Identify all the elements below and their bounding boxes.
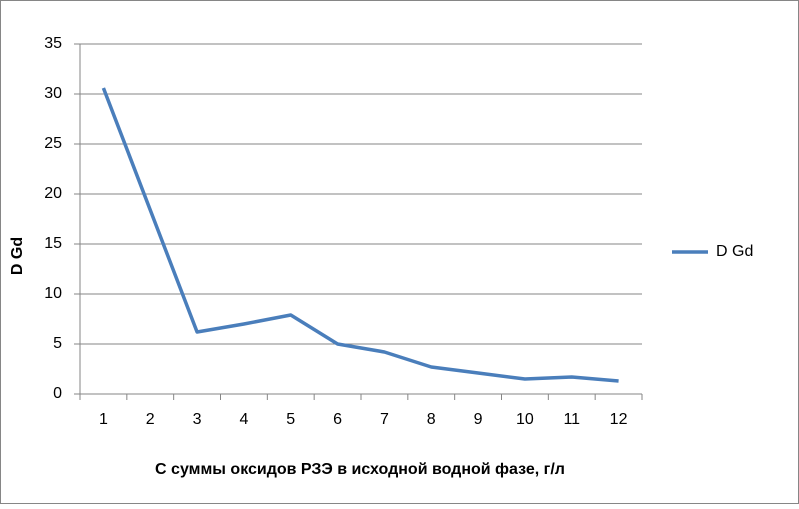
x-tick-label: 1	[99, 411, 108, 428]
x-tick-label: 7	[380, 411, 389, 428]
y-tick-label: 5	[53, 335, 62, 352]
data-line	[101, 87, 619, 383]
x-tick-label: 12	[610, 411, 628, 428]
x-tick-label: 11	[563, 411, 580, 428]
y-tick-label: 30	[44, 85, 62, 102]
x-tick-label: 8	[427, 411, 436, 428]
x-tick-label: 4	[239, 411, 248, 428]
y-axis-title: D Gd	[9, 237, 26, 275]
y-tick-label: 15	[44, 235, 62, 252]
x-tick-label: 6	[333, 411, 342, 428]
y-tick-label: 0	[53, 385, 62, 402]
y-tick-label: 35	[44, 35, 62, 52]
x-tick-label: 10	[516, 411, 534, 428]
y-tick-label: 10	[44, 285, 62, 302]
y-tick-label: 25	[44, 135, 62, 152]
x-tick-label: 3	[193, 411, 202, 428]
x-axis-title: С суммы оксидов РЗЭ в исходной водной фа…	[155, 461, 565, 478]
y-tick-label: 20	[44, 185, 62, 202]
x-tick-label: 5	[286, 411, 295, 428]
x-tick-label: 2	[146, 411, 155, 428]
x-tick-label: 9	[474, 411, 483, 428]
legend-label: D Gd	[716, 243, 753, 260]
